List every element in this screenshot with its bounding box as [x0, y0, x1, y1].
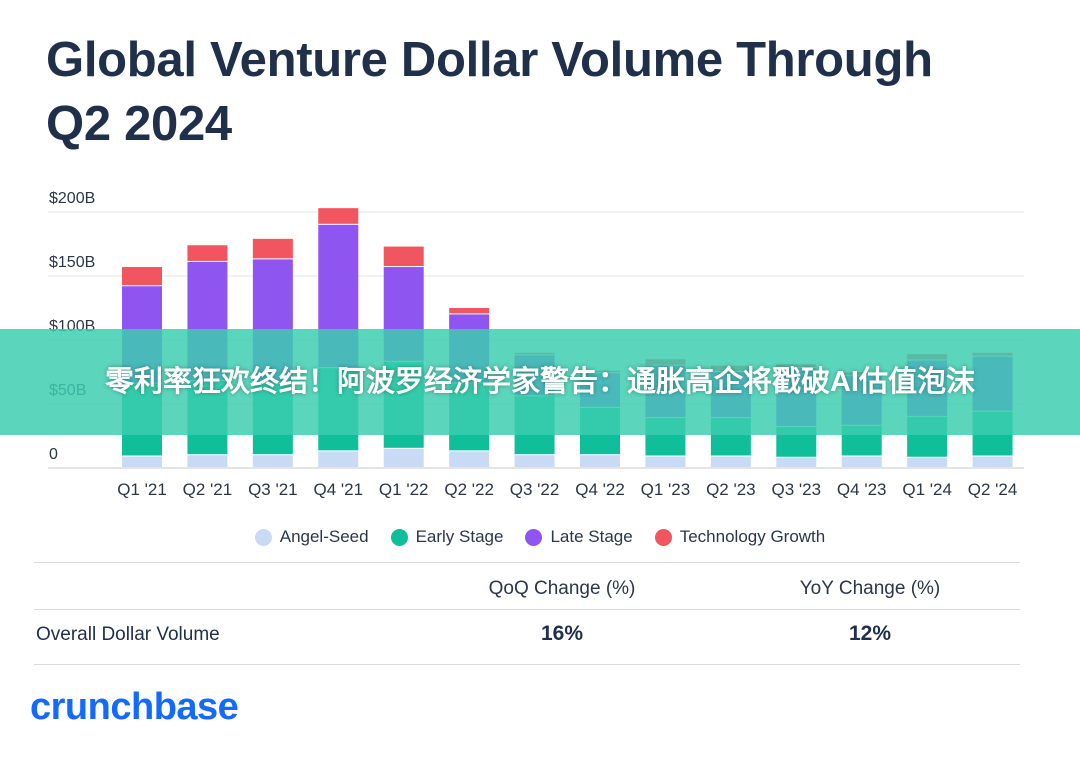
bar-segment: [187, 245, 228, 261]
legend-label: Angel-Seed: [279, 527, 369, 546]
row-label: Overall Dollar Volume: [36, 624, 220, 645]
x-tick-label: Q2 '23: [706, 480, 756, 499]
bar-segment: [907, 457, 948, 467]
bar-segment: [645, 456, 686, 467]
legend-swatch-angel-seed: [254, 528, 272, 546]
bar-segment: [972, 456, 1013, 467]
bar-segment: [187, 455, 228, 467]
x-tick-label: Q1 '21: [117, 480, 167, 499]
x-tick-label: Q3 '21: [248, 480, 298, 499]
yoy-header: YoY Change (%): [799, 578, 941, 599]
bar-segment: [710, 456, 751, 467]
bar-segment: [580, 455, 620, 467]
legend-swatch-technology-growth: [654, 528, 672, 546]
bar-segment: [449, 451, 490, 467]
y-tick-label: $200B: [49, 190, 95, 207]
x-tick-label: Q4 '22: [575, 480, 625, 499]
bar-segment: [514, 455, 555, 467]
headline-text: 零利率狂欢终结！阿波罗经济学家警告：通胀高企将戳破AI估值泡沫: [104, 366, 975, 398]
legend-label: Early Stage: [415, 527, 504, 546]
x-tick-label: Q1 '22: [379, 480, 429, 499]
chart-title: Global Venture Dollar Volume Through Q2 …: [46, 33, 933, 151]
legend-item-angel-seed: Angel-Seed: [254, 527, 369, 547]
bar-segment: [383, 448, 424, 467]
bar-segment: [122, 267, 162, 286]
legend: Angel-Seed Early Stage Late Stage Techno…: [0, 527, 1080, 547]
y-tick-label: 0: [49, 446, 58, 463]
headline-banner: 零利率狂欢终结！阿波罗经济学家警告：通胀高企将戳破AI估值泡沫: [0, 329, 1080, 435]
bar-segment: [318, 451, 359, 467]
legend-item-early-stage: Early Stage: [390, 527, 504, 547]
bar-segment: [252, 238, 293, 259]
y-tick-label: $150B: [49, 254, 95, 271]
x-tick-label: Q1 '23: [641, 480, 691, 499]
bar-segment: [318, 208, 359, 224]
divider: [34, 664, 1020, 665]
x-tick-label: Q2 '24: [968, 480, 1018, 499]
x-tick-label: Q2 '21: [183, 480, 233, 499]
x-tick-label: Q3 '23: [772, 480, 822, 499]
legend-swatch-late-stage: [525, 528, 543, 546]
bar-segment: [776, 457, 817, 467]
legend-swatch-early-stage: [390, 528, 408, 546]
divider: [34, 609, 1020, 610]
x-tick-label: Q4 '21: [314, 480, 364, 499]
legend-label: Technology Growth: [679, 527, 826, 546]
divider: [34, 562, 1020, 563]
bar-segment: [449, 308, 490, 314]
crunchbase-logo: crunchbase: [30, 686, 239, 728]
bar-segment: [383, 246, 424, 267]
bar-segment: [252, 455, 293, 467]
x-axis-ticks: Q1 '21 Q2 '21 Q3 '21 Q4 '21 Q1 '22 Q2 '22 Q3 '…: [117, 480, 1017, 499]
qoq-header: QoQ Change (%): [488, 578, 636, 599]
qoq-value: 16%: [540, 622, 584, 645]
yoy-value: 12%: [848, 622, 892, 645]
x-tick-label: Q1 '24: [902, 480, 952, 499]
x-tick-label: Q4 '23: [837, 480, 887, 499]
bar-segment: [841, 456, 882, 467]
legend-label: Late Stage: [550, 527, 633, 546]
legend-item-late-stage: Late Stage: [525, 527, 633, 547]
legend-item-technology-growth: Technology Growth: [654, 527, 826, 547]
bar-segment: [122, 456, 162, 467]
x-tick-label: Q2 '22: [444, 480, 494, 499]
x-tick-label: Q3 '22: [510, 480, 560, 499]
